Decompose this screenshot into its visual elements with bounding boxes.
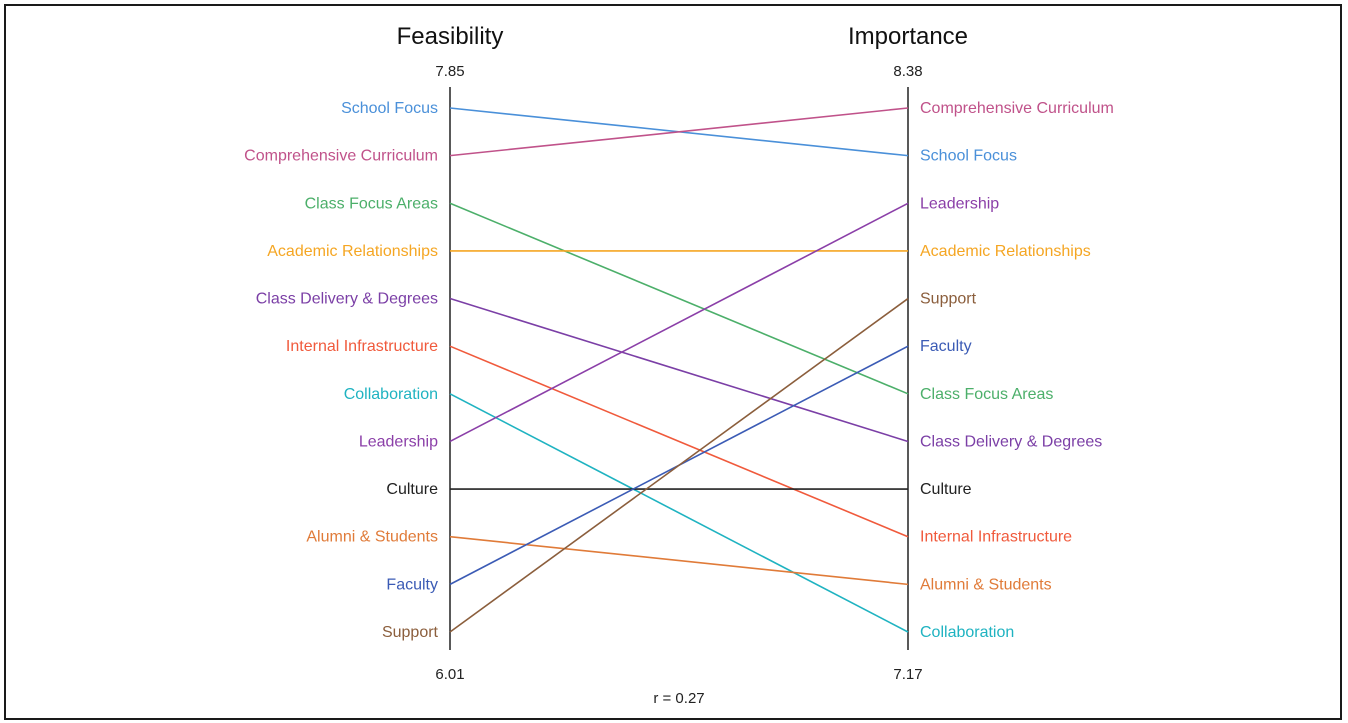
right-axis-max-label: 8.38: [893, 63, 922, 80]
slope-line-internal-infrastructure: [450, 346, 908, 537]
right-axis-title: Importance: [848, 23, 968, 50]
right-labels: Comprehensive Curriculum School Focus Lead…: [920, 100, 1114, 641]
left-axis-max-label: 7.85: [435, 63, 464, 80]
right-label-class-focus-areas: Class Focus Areas: [920, 386, 1053, 403]
slope-line-collaboration: [450, 394, 908, 632]
left-axis-title: Feasibility: [397, 23, 504, 50]
right-label-support: Support: [920, 291, 977, 308]
left-label-alumni-and-students: Alumni & Students: [306, 529, 438, 546]
left-label-school-focus: School Focus: [341, 100, 438, 117]
left-label-academic-relationships: Academic Relationships: [267, 243, 438, 260]
slope-line-leadership: [450, 203, 908, 441]
left-label-class-delivery-and-degrees: Class Delivery & Degrees: [256, 291, 438, 308]
left-label-collaboration: Collaboration: [344, 386, 438, 403]
correlation-label: r = 0.27: [653, 690, 704, 707]
slope-line-alumni-and-students: [450, 537, 908, 585]
left-label-class-focus-areas: Class Focus Areas: [305, 195, 438, 212]
left-labels: School Focus Comprehensive Curriculum Clas…: [244, 100, 438, 641]
right-label-school-focus: School Focus: [920, 148, 1017, 165]
slope-line-class-delivery-and-degrees: [450, 299, 908, 442]
left-label-faculty: Faculty: [386, 576, 438, 593]
right-label-faculty: Faculty: [920, 338, 972, 355]
left-label-internal-infrastructure: Internal Infrastructure: [286, 338, 438, 355]
left-label-culture: Culture: [386, 481, 438, 498]
right-label-internal-infrastructure: Internal Infrastructure: [920, 529, 1072, 546]
left-label-comprehensive-curriculum: Comprehensive Curriculum: [244, 148, 438, 165]
right-axis-min-label: 7.17: [893, 666, 922, 683]
right-label-alumni-and-students: Alumni & Students: [920, 576, 1052, 593]
right-label-comprehensive-curriculum: Comprehensive Curriculum: [920, 100, 1114, 117]
right-label-academic-relationships: Academic Relationships: [920, 243, 1091, 260]
left-axis-min-label: 6.01: [435, 666, 464, 683]
right-label-culture: Culture: [920, 481, 972, 498]
left-label-support: Support: [382, 624, 439, 641]
slope-lines: [450, 108, 908, 632]
right-label-collaboration: Collaboration: [920, 624, 1014, 641]
slope-line-support: [450, 299, 908, 632]
slope-line-class-focus-areas: [450, 203, 908, 394]
left-label-leadership: Leadership: [359, 433, 438, 450]
right-label-leadership: Leadership: [920, 195, 999, 212]
right-label-class-delivery-and-degrees: Class Delivery & Degrees: [920, 433, 1102, 450]
